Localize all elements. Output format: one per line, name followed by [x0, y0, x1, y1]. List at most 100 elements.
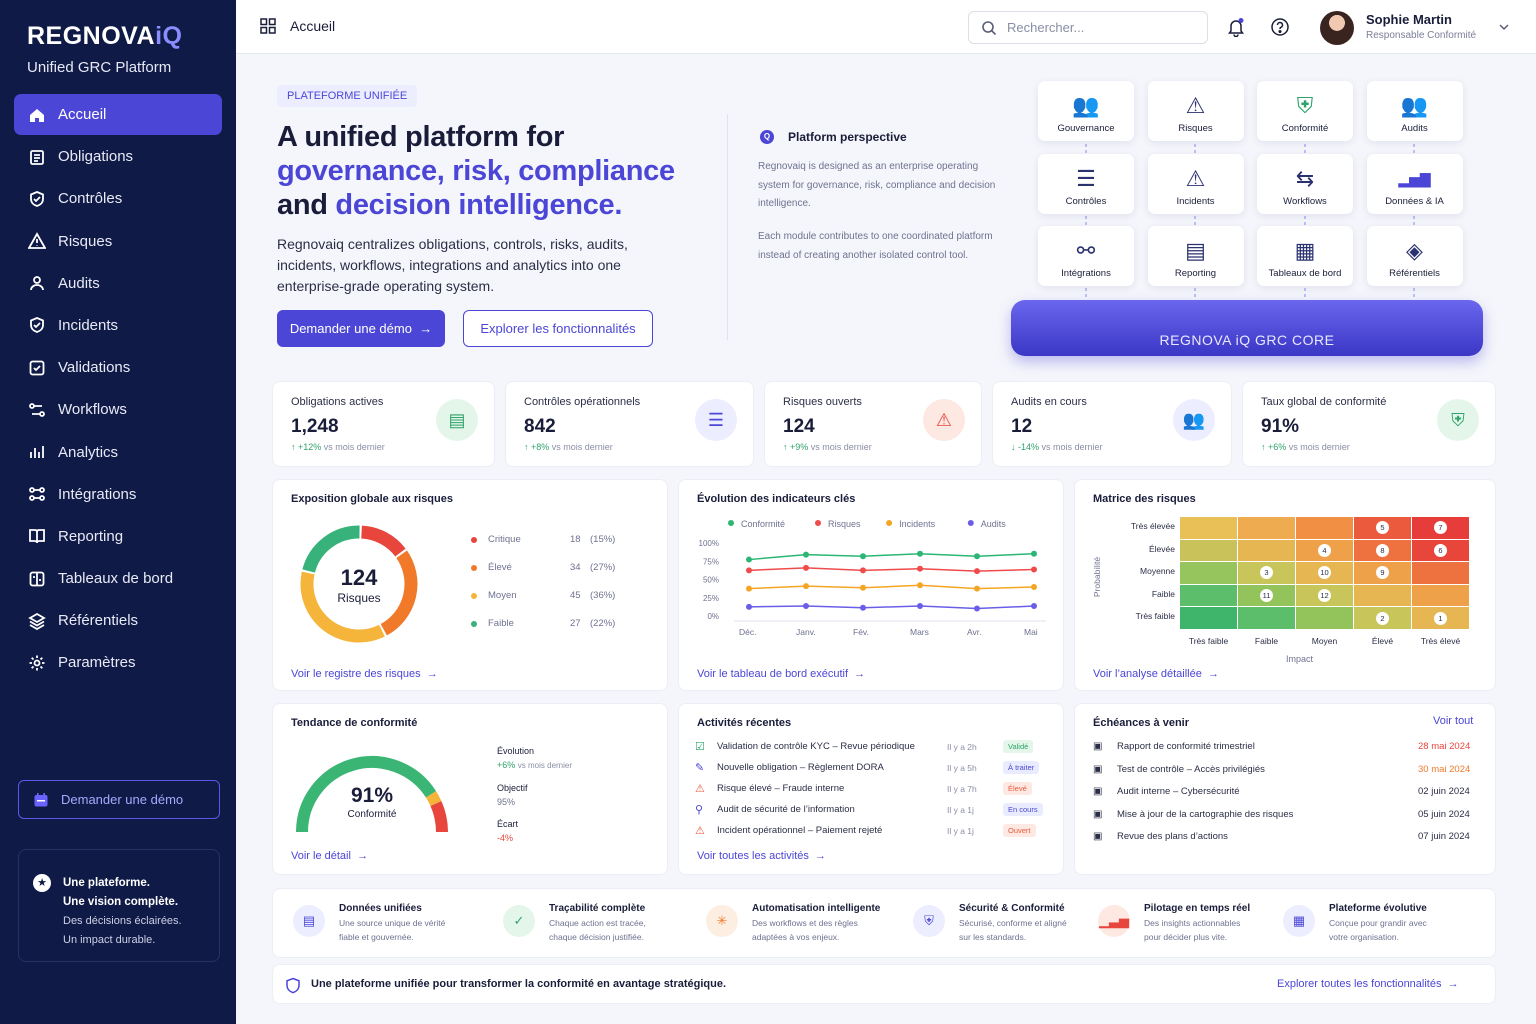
data-point[interactable] [746, 567, 752, 574]
risk-legend-item[interactable]: Faible 27 (22%) [471, 618, 621, 629]
sidebar-item-risques[interactable]: Risques [14, 221, 222, 262]
matrix-cell[interactable]: 7 [1412, 517, 1469, 539]
demo-button[interactable]: Demander une démo → [277, 310, 445, 347]
matrix-cell[interactable] [1180, 607, 1237, 629]
sidebar-item-audits[interactable]: Audits [14, 263, 222, 304]
matrix-cell[interactable] [1180, 562, 1237, 584]
data-point[interactable] [746, 585, 752, 592]
risk-legend-item[interactable]: Élevé 34 (27%) [471, 562, 621, 573]
module-tile-r-f-rentiels[interactable]: ◈ Référentiels [1366, 226, 1463, 286]
data-point[interactable] [1031, 566, 1037, 573]
sidebar-item-int-grations[interactable]: Intégrations [14, 474, 222, 515]
risk-legend-item[interactable]: Critique 18 (15%) [471, 534, 621, 545]
sidebar-demo-button[interactable]: Demander une démo [18, 780, 220, 819]
avatar[interactable] [1320, 11, 1354, 45]
data-point[interactable] [917, 565, 923, 572]
data-point[interactable] [803, 564, 809, 571]
matrix-cell[interactable] [1412, 562, 1469, 584]
matrix-cell[interactable]: 5 [1354, 517, 1411, 539]
donut-slice-élevé[interactable] [380, 550, 418, 636]
data-point[interactable] [860, 553, 866, 560]
matrix-cell[interactable]: 9 [1354, 562, 1411, 584]
deadline-item[interactable]: ▣ Rapport de conformité trimestriel 28 mai… [1093, 741, 1478, 752]
data-point[interactable] [974, 585, 980, 592]
sidebar-item-reporting[interactable]: Reporting [14, 516, 222, 557]
module-tile-int-grations[interactable]: ⚯ Intégrations [1038, 226, 1134, 286]
data-point[interactable] [1031, 550, 1037, 557]
sidebar-item-workflows[interactable]: Workflows [14, 389, 222, 430]
matrix-cell[interactable]: 11 [1238, 584, 1295, 607]
matrix-cell[interactable] [1238, 517, 1295, 539]
data-point[interactable] [860, 567, 866, 574]
explore-all-features-link[interactable]: Explorer toutes les fonctionnalités → [1277, 978, 1459, 990]
matrix-cell[interactable] [1296, 517, 1353, 539]
module-tile-gouvernance[interactable]: 👥 Gouvernance [1038, 81, 1134, 141]
breadcrumb[interactable]: Accueil [260, 18, 335, 34]
sidebar-item-validations[interactable]: Validations [14, 347, 222, 388]
data-point[interactable] [917, 582, 923, 589]
sidebar-item-param-tres[interactable]: Paramètres [14, 642, 222, 683]
data-point[interactable] [917, 550, 923, 557]
activity-item[interactable]: ☑ Validation de contrôle KYC – Revue péri… [695, 740, 1045, 753]
bell-icon[interactable] [1226, 17, 1246, 37]
explore-button[interactable]: Explorer les fonctionnalités [463, 310, 653, 347]
matrix-cell[interactable] [1180, 539, 1237, 562]
data-point[interactable] [917, 603, 923, 610]
module-tile-incidents[interactable]: ⚠ Incidents [1147, 153, 1244, 214]
executive-dashboard-link[interactable]: Voir le tableau de bord exécutif → [697, 668, 865, 680]
trend-detail-link[interactable]: Voir le détail → [291, 850, 368, 862]
matrix-cell[interactable] [1180, 517, 1237, 539]
module-tile-risques[interactable]: ⚠ Risques [1147, 81, 1244, 141]
sidebar-item-obligations[interactable]: Obligations [14, 136, 222, 177]
donut-slice-critique[interactable] [360, 525, 406, 557]
data-point[interactable] [974, 568, 980, 575]
chevron-down-icon[interactable] [1498, 22, 1510, 32]
matrix-cell[interactable]: 2 [1354, 607, 1411, 629]
view-all-deadlines-link[interactable]: Voir tout [1433, 715, 1474, 727]
deadline-item[interactable]: ▣ Test de contrôle – Accès privilégiés 30 … [1093, 764, 1478, 775]
matrix-cell[interactable]: 12 [1296, 584, 1353, 607]
data-point[interactable] [803, 551, 809, 558]
matrix-cell[interactable]: 10 [1296, 562, 1353, 584]
data-point[interactable] [803, 603, 809, 610]
user-name[interactable]: Sophie Martin [1366, 12, 1452, 27]
activity-item[interactable]: ⚠ Incident opérationnel – Paiement rejeté… [695, 824, 1045, 837]
sidebar-item-contr-les[interactable]: Contrôles [14, 178, 222, 219]
matrix-cell[interactable] [1238, 607, 1295, 629]
help-icon[interactable] [1270, 17, 1290, 37]
sidebar-item-incidents[interactable]: Incidents [14, 305, 222, 346]
data-point[interactable] [860, 584, 866, 591]
matrix-cell[interactable]: 6 [1412, 539, 1469, 562]
data-point[interactable] [746, 603, 752, 610]
detailed-analysis-link[interactable]: Voir l’analyse détaillée → [1093, 668, 1219, 680]
matrix-cell[interactable]: 3 [1238, 562, 1295, 584]
sidebar-item-accueil[interactable]: Accueil [14, 94, 222, 135]
data-point[interactable] [803, 583, 809, 590]
module-tile-donn-es-ia[interactable]: ▂▅▇ Données & IA [1366, 153, 1463, 214]
matrix-cell[interactable] [1296, 607, 1353, 629]
kpi-card-3[interactable]: Audits en cours 12 ↓ -14% vs mois dernier 👥 [992, 381, 1232, 467]
data-point[interactable] [974, 553, 980, 560]
matrix-cell[interactable]: 1 [1412, 607, 1469, 629]
data-point[interactable] [746, 556, 752, 563]
donut-slice-moyen[interactable] [300, 571, 385, 643]
kpi-card-1[interactable]: Contrôles opérationnels 842 ↑ +8% vs mois … [505, 381, 754, 467]
matrix-cell[interactable] [1238, 539, 1295, 562]
donut-slice-faible[interactable] [302, 525, 360, 573]
module-tile-reporting[interactable]: ▤ Reporting [1147, 226, 1244, 286]
deadline-item[interactable]: ▣ Mise à jour de la cartographie des risq… [1093, 809, 1478, 820]
kpi-card-4[interactable]: Taux global de conformité 91% ↑ +6% vs moi… [1242, 381, 1496, 467]
data-point[interactable] [1031, 583, 1037, 590]
sidebar-item-r-f-rentiels[interactable]: Référentiels [14, 600, 222, 641]
activity-item[interactable]: ⚲ Audit de sécurité de l’information Il y … [695, 803, 1045, 816]
matrix-cell[interactable]: 4 [1296, 539, 1353, 562]
brand-logo[interactable]: REGNOVAiQ [27, 22, 183, 50]
module-tile-audits[interactable]: 👥 Audits [1366, 81, 1463, 141]
grc-core-platform[interactable]: REGNOVA iQ GRC CORE [1011, 300, 1483, 356]
matrix-cell[interactable] [1180, 584, 1237, 607]
deadline-item[interactable]: ▣ Audit interne – Cybersécurité 02 juin 20… [1093, 786, 1478, 797]
deadline-item[interactable]: ▣ Revue des plans d’actions 07 juin 2024 [1093, 831, 1478, 842]
activity-item[interactable]: ⚠ Risque élevé – Fraude interne Il y a 7h É… [695, 782, 1045, 795]
risk-legend-item[interactable]: Moyen 45 (36%) [471, 590, 621, 601]
data-point[interactable] [1031, 603, 1037, 610]
